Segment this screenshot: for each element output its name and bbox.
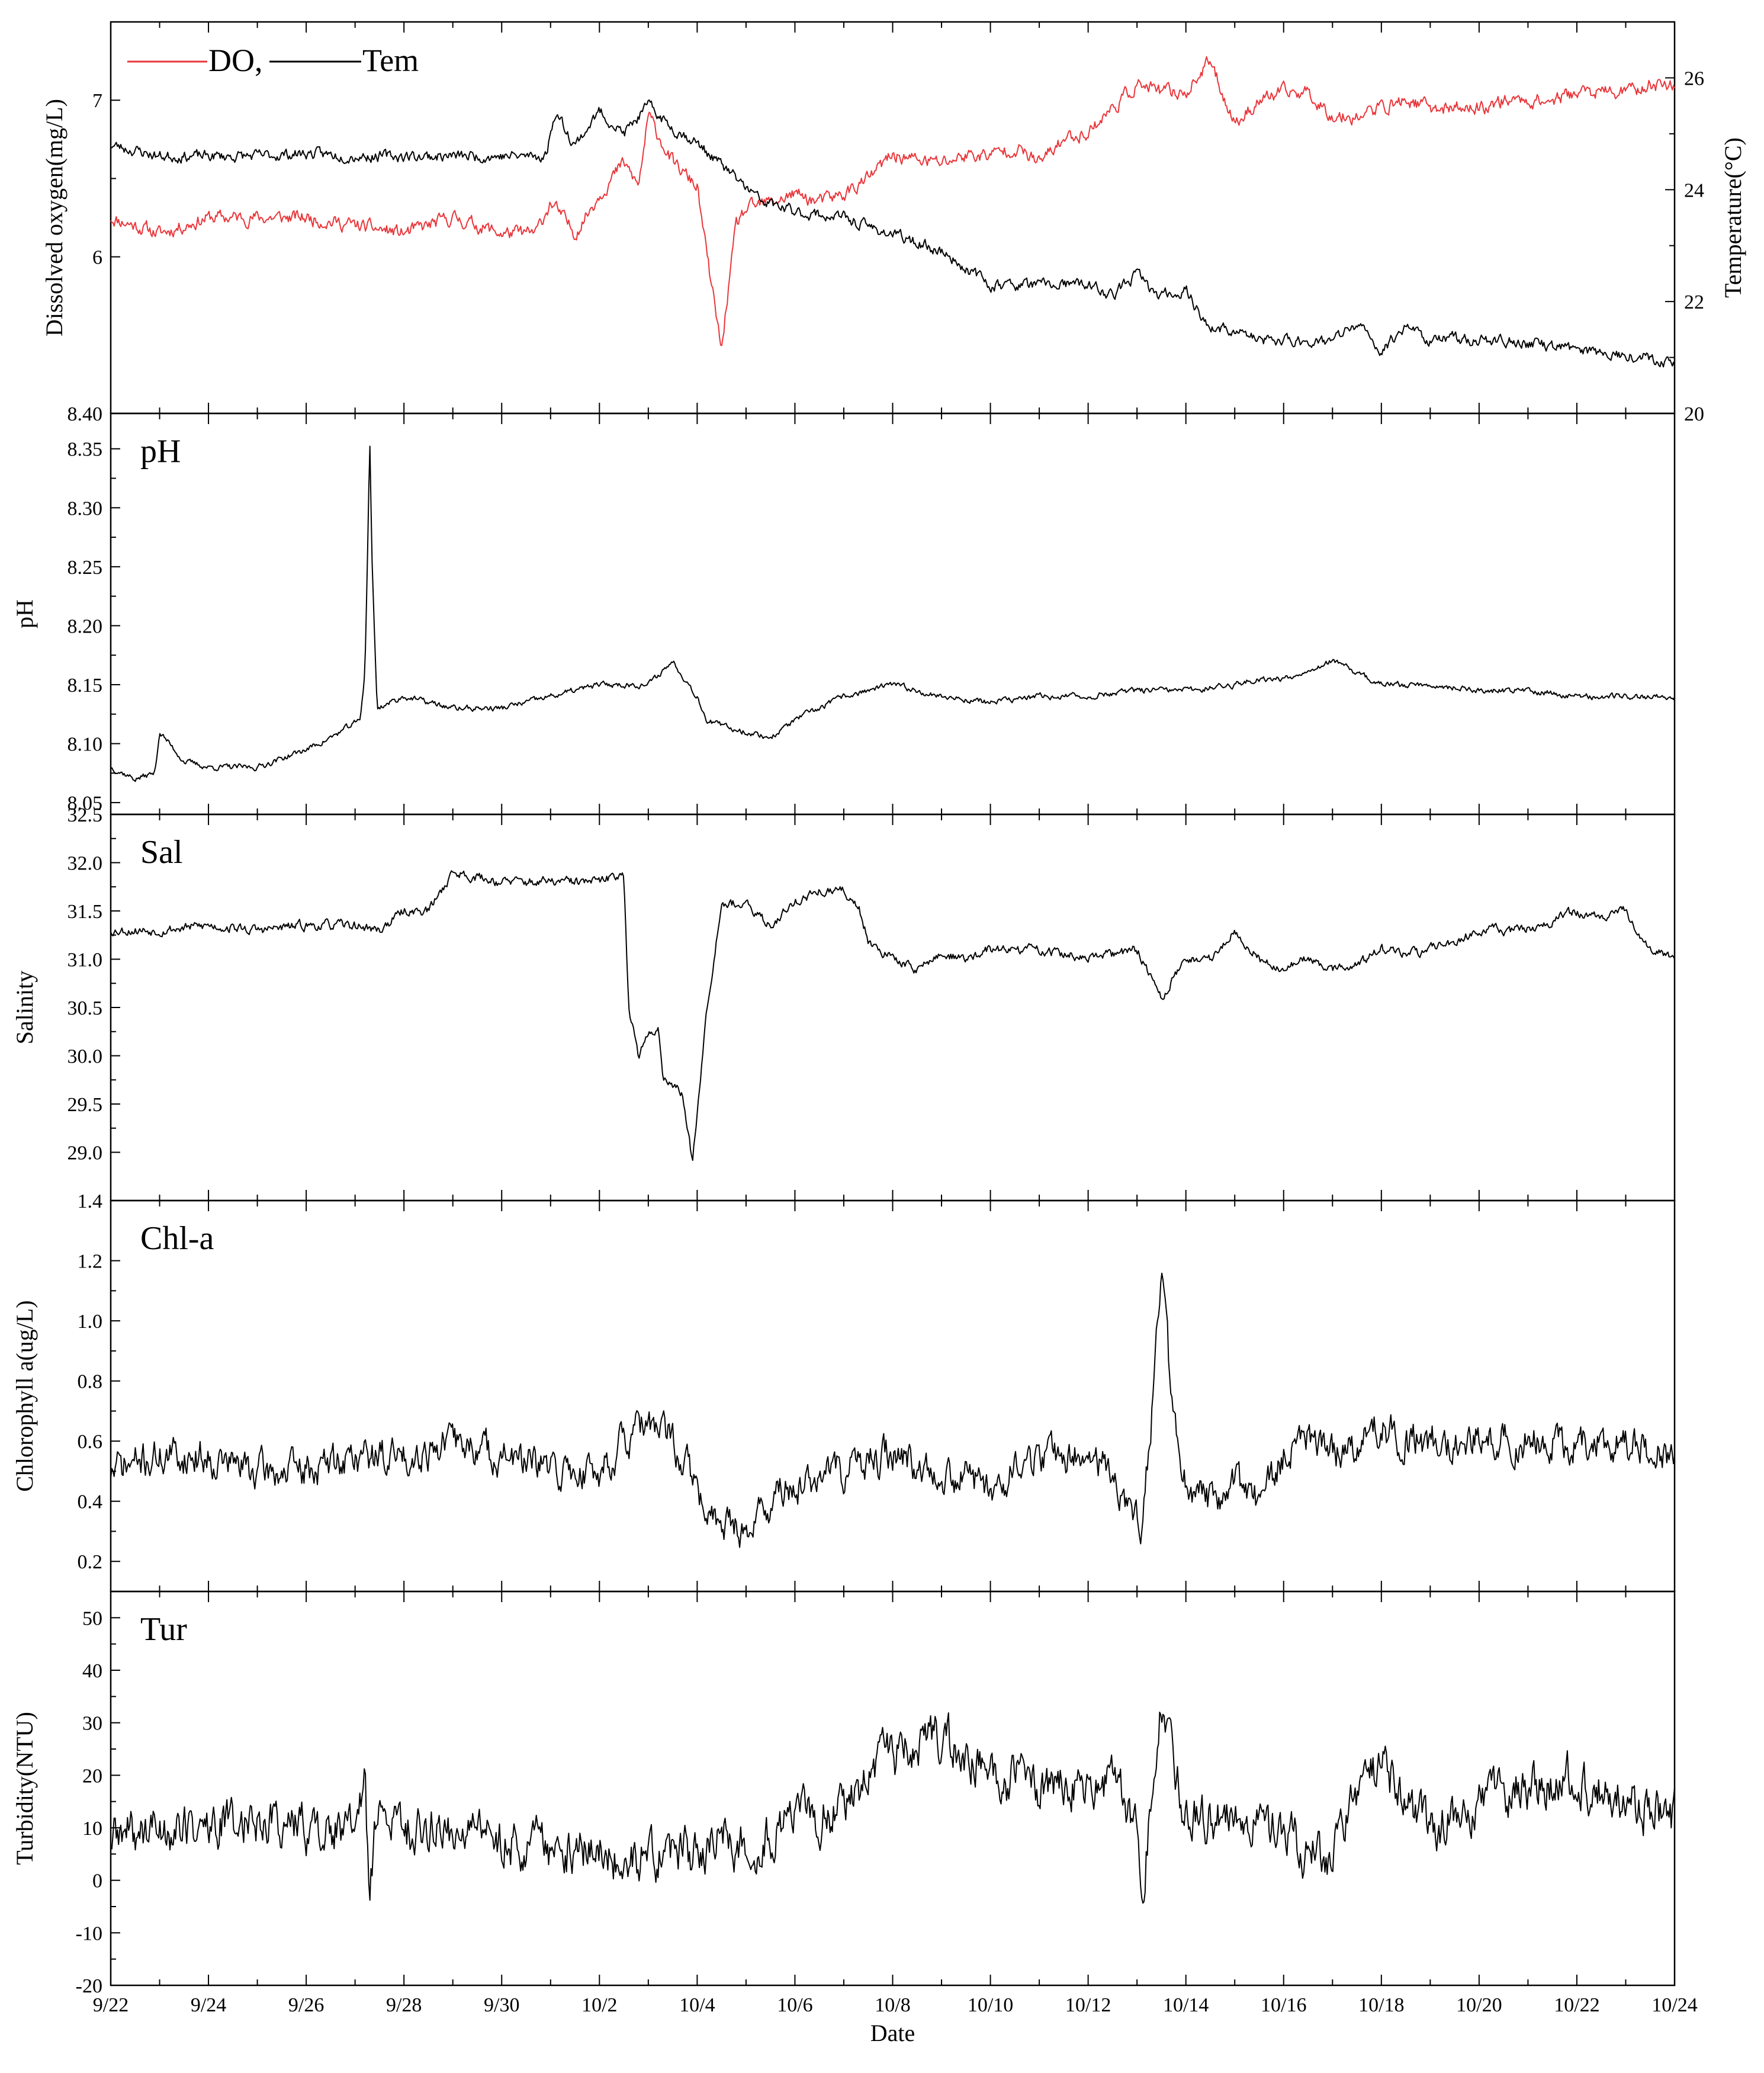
y-tick-label: 30 — [82, 1713, 102, 1735]
y-tick-label: 8.05 — [68, 792, 103, 814]
y-tick-label: 20 — [82, 1765, 102, 1787]
y-tick-label: 31.0 — [68, 949, 103, 971]
y-tick-label: 10 — [82, 1818, 102, 1840]
panel-sal: 29.0 29.5 30.0 30.5 31.0 31.5 32.0 32.5 Salinity… — [11, 804, 1676, 1202]
plot-frame — [110, 1199, 1676, 1593]
x-tick-label: 10/20 — [1456, 1994, 1502, 2016]
y-tick-label: 8.30 — [68, 498, 103, 519]
y-axis-title: Turbidity(NTU) — [11, 1712, 38, 1865]
y-tick-label: 8.40 — [68, 403, 103, 425]
y-tick-label: 31.5 — [68, 901, 103, 923]
panel-tur: 9/22 9/24 9/26 9/28 9/30 10/2 10/4 10/6 10/8 10/1… — [11, 1590, 1698, 2046]
y-tick-label: 40 — [82, 1660, 102, 1682]
plot-frame — [110, 813, 1676, 1202]
plot-frame — [110, 1590, 1676, 1987]
series-line-chlorophyll-a — [110, 1272, 1675, 1548]
y-tick-label: 29.0 — [68, 1143, 103, 1164]
panel-label: Sal — [140, 834, 183, 871]
y-tick-label: 50 — [82, 1607, 102, 1629]
legend-label-tem: Tem — [362, 43, 419, 78]
series-line-ph — [110, 445, 1675, 782]
panel-label: Chl-a — [140, 1220, 214, 1257]
y-tick-label: -20 — [76, 1975, 102, 1997]
y-tick-label: 8.25 — [68, 557, 103, 579]
panel-chl: 0.2 0.4 0.6 0.8 1.0 1.2 1.4 Chlorophyll a(ug/L)… — [11, 1190, 1676, 1593]
y-right-tick-label: 24 — [1684, 179, 1704, 201]
y-axis-title: Dissolved oxygen(mg/L) — [41, 99, 68, 336]
y-tick-label: 8.35 — [68, 439, 103, 461]
y-tick-label: 0.6 — [78, 1431, 103, 1453]
x-tick-label: 9/22 — [93, 1994, 128, 2016]
y-axis-title: pH — [11, 599, 38, 628]
legend-label-do: DO, — [208, 43, 263, 78]
y-tick-label: 32.5 — [68, 804, 103, 826]
y-right-axis-title: Temperature(°C) — [1720, 137, 1746, 298]
x-axis-title: Date — [870, 2020, 915, 2046]
series-line-tem — [110, 99, 1675, 368]
y-tick-label: 8.20 — [68, 615, 103, 637]
x-tick-label: 10/4 — [679, 1994, 715, 2016]
x-tick-label: 9/28 — [386, 1994, 422, 2016]
panel-label: Tur — [140, 1611, 187, 1648]
y-tick-label: 32.0 — [68, 853, 103, 875]
x-tick-label: 9/24 — [191, 1994, 226, 2016]
x-tick-label: 9/30 — [484, 1994, 519, 2016]
y-tick-label: 7 — [92, 90, 102, 112]
series-line-salinity — [110, 870, 1675, 1161]
y-tick-label: 0.4 — [78, 1491, 103, 1513]
y-tick-label: 8.15 — [68, 675, 103, 697]
legend: DO, Tem — [127, 43, 419, 78]
y-tick-label: 1.2 — [78, 1251, 103, 1273]
plot-frame — [110, 412, 1676, 816]
x-tick-label: 9/26 — [288, 1994, 324, 2016]
x-tick-label: 10/8 — [875, 1994, 910, 2016]
x-tick-label: 10/6 — [777, 1994, 812, 2016]
x-tick-label: 10/14 — [1163, 1994, 1209, 2016]
plot-frame — [110, 21, 1676, 415]
x-tick-label: 10/12 — [1065, 1994, 1111, 2016]
y-tick-label: 0.2 — [78, 1551, 103, 1573]
x-tick-label: 10/10 — [968, 1994, 1013, 2016]
y-tick-label: -10 — [76, 1923, 102, 1944]
x-tick-label: 10/2 — [581, 1994, 617, 2016]
panel-ph: 8.05 8.10 8.15 8.20 8.25 8.30 8.35 pH pH — [11, 412, 1676, 816]
panel-label: pH — [140, 433, 181, 470]
y-tick-label: 8.10 — [68, 734, 103, 756]
y-tick-label: 1.0 — [78, 1311, 103, 1333]
x-tick-label: 10/18 — [1358, 1994, 1404, 2016]
series-line-do — [110, 56, 1675, 346]
y-tick-label: 1.4 — [78, 1190, 103, 1212]
x-tick-label: 10/24 — [1651, 1994, 1697, 2016]
y-tick-label: 30.0 — [68, 1046, 103, 1068]
y-right-tick-label: 26 — [1684, 68, 1704, 89]
x-tick-label: 10/16 — [1261, 1994, 1306, 2016]
y-tick-label: 6 — [92, 247, 102, 269]
y-axis-title: Chlorophyll a(ug/L) — [11, 1300, 38, 1491]
y-tick-label: 29.5 — [68, 1094, 103, 1116]
series-line-turbidity — [110, 1711, 1675, 1904]
y-tick-label: 30.5 — [68, 997, 103, 1019]
y-tick-label: 0.8 — [78, 1371, 103, 1393]
y-tick-label: 0 — [92, 1870, 102, 1892]
x-tick-label: 10/22 — [1554, 1994, 1599, 2016]
panel-do_tem: 6 7 8.40 Dissolved oxygen(mg/L) 20 22 24 26 Temp… — [41, 21, 1746, 425]
y-right-tick-label: 20 — [1684, 403, 1704, 425]
y-axis-title: Salinity — [11, 971, 38, 1044]
y-right-tick-label: 22 — [1684, 291, 1704, 313]
